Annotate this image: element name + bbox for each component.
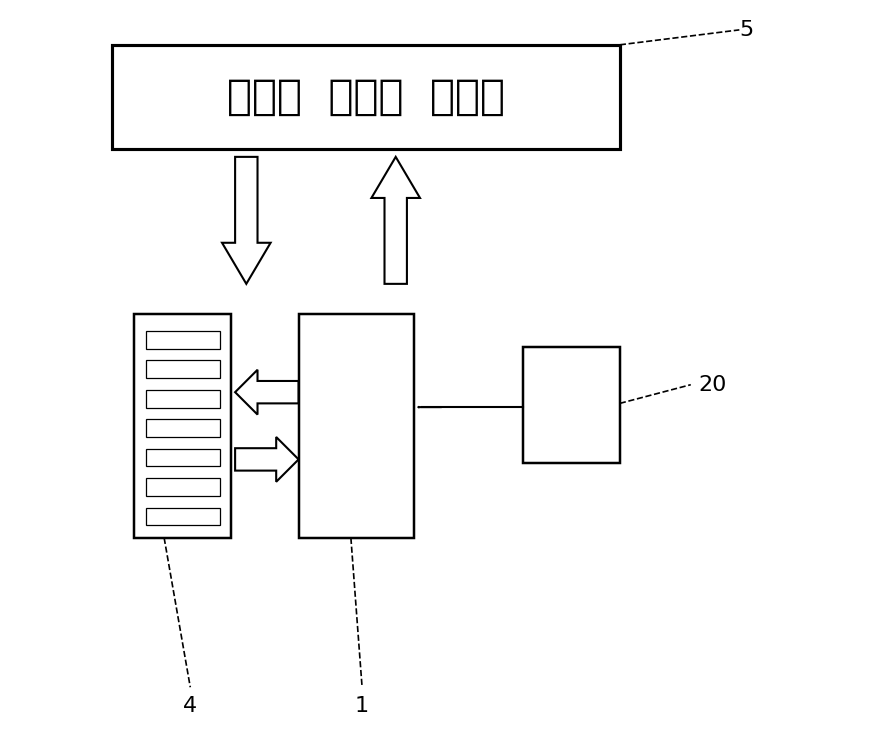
Bar <box>146 390 220 408</box>
Bar <box>146 449 220 466</box>
Text: 电负荷  热负荷  冷负荷: 电负荷 热负荷 冷负荷 <box>227 76 504 118</box>
Bar <box>146 360 220 378</box>
Bar <box>146 419 220 437</box>
Bar <box>146 331 220 349</box>
Bar <box>134 314 231 538</box>
Text: 1: 1 <box>355 696 369 716</box>
Bar <box>112 45 620 149</box>
Text: 5: 5 <box>740 20 754 40</box>
Bar <box>298 314 414 538</box>
Polygon shape <box>372 157 420 284</box>
Text: 4: 4 <box>183 696 197 716</box>
Bar <box>146 478 220 496</box>
Bar <box>522 347 620 463</box>
Polygon shape <box>222 157 271 284</box>
Bar <box>146 508 220 525</box>
Text: 20: 20 <box>698 375 727 394</box>
Polygon shape <box>235 370 298 415</box>
Polygon shape <box>235 437 298 482</box>
